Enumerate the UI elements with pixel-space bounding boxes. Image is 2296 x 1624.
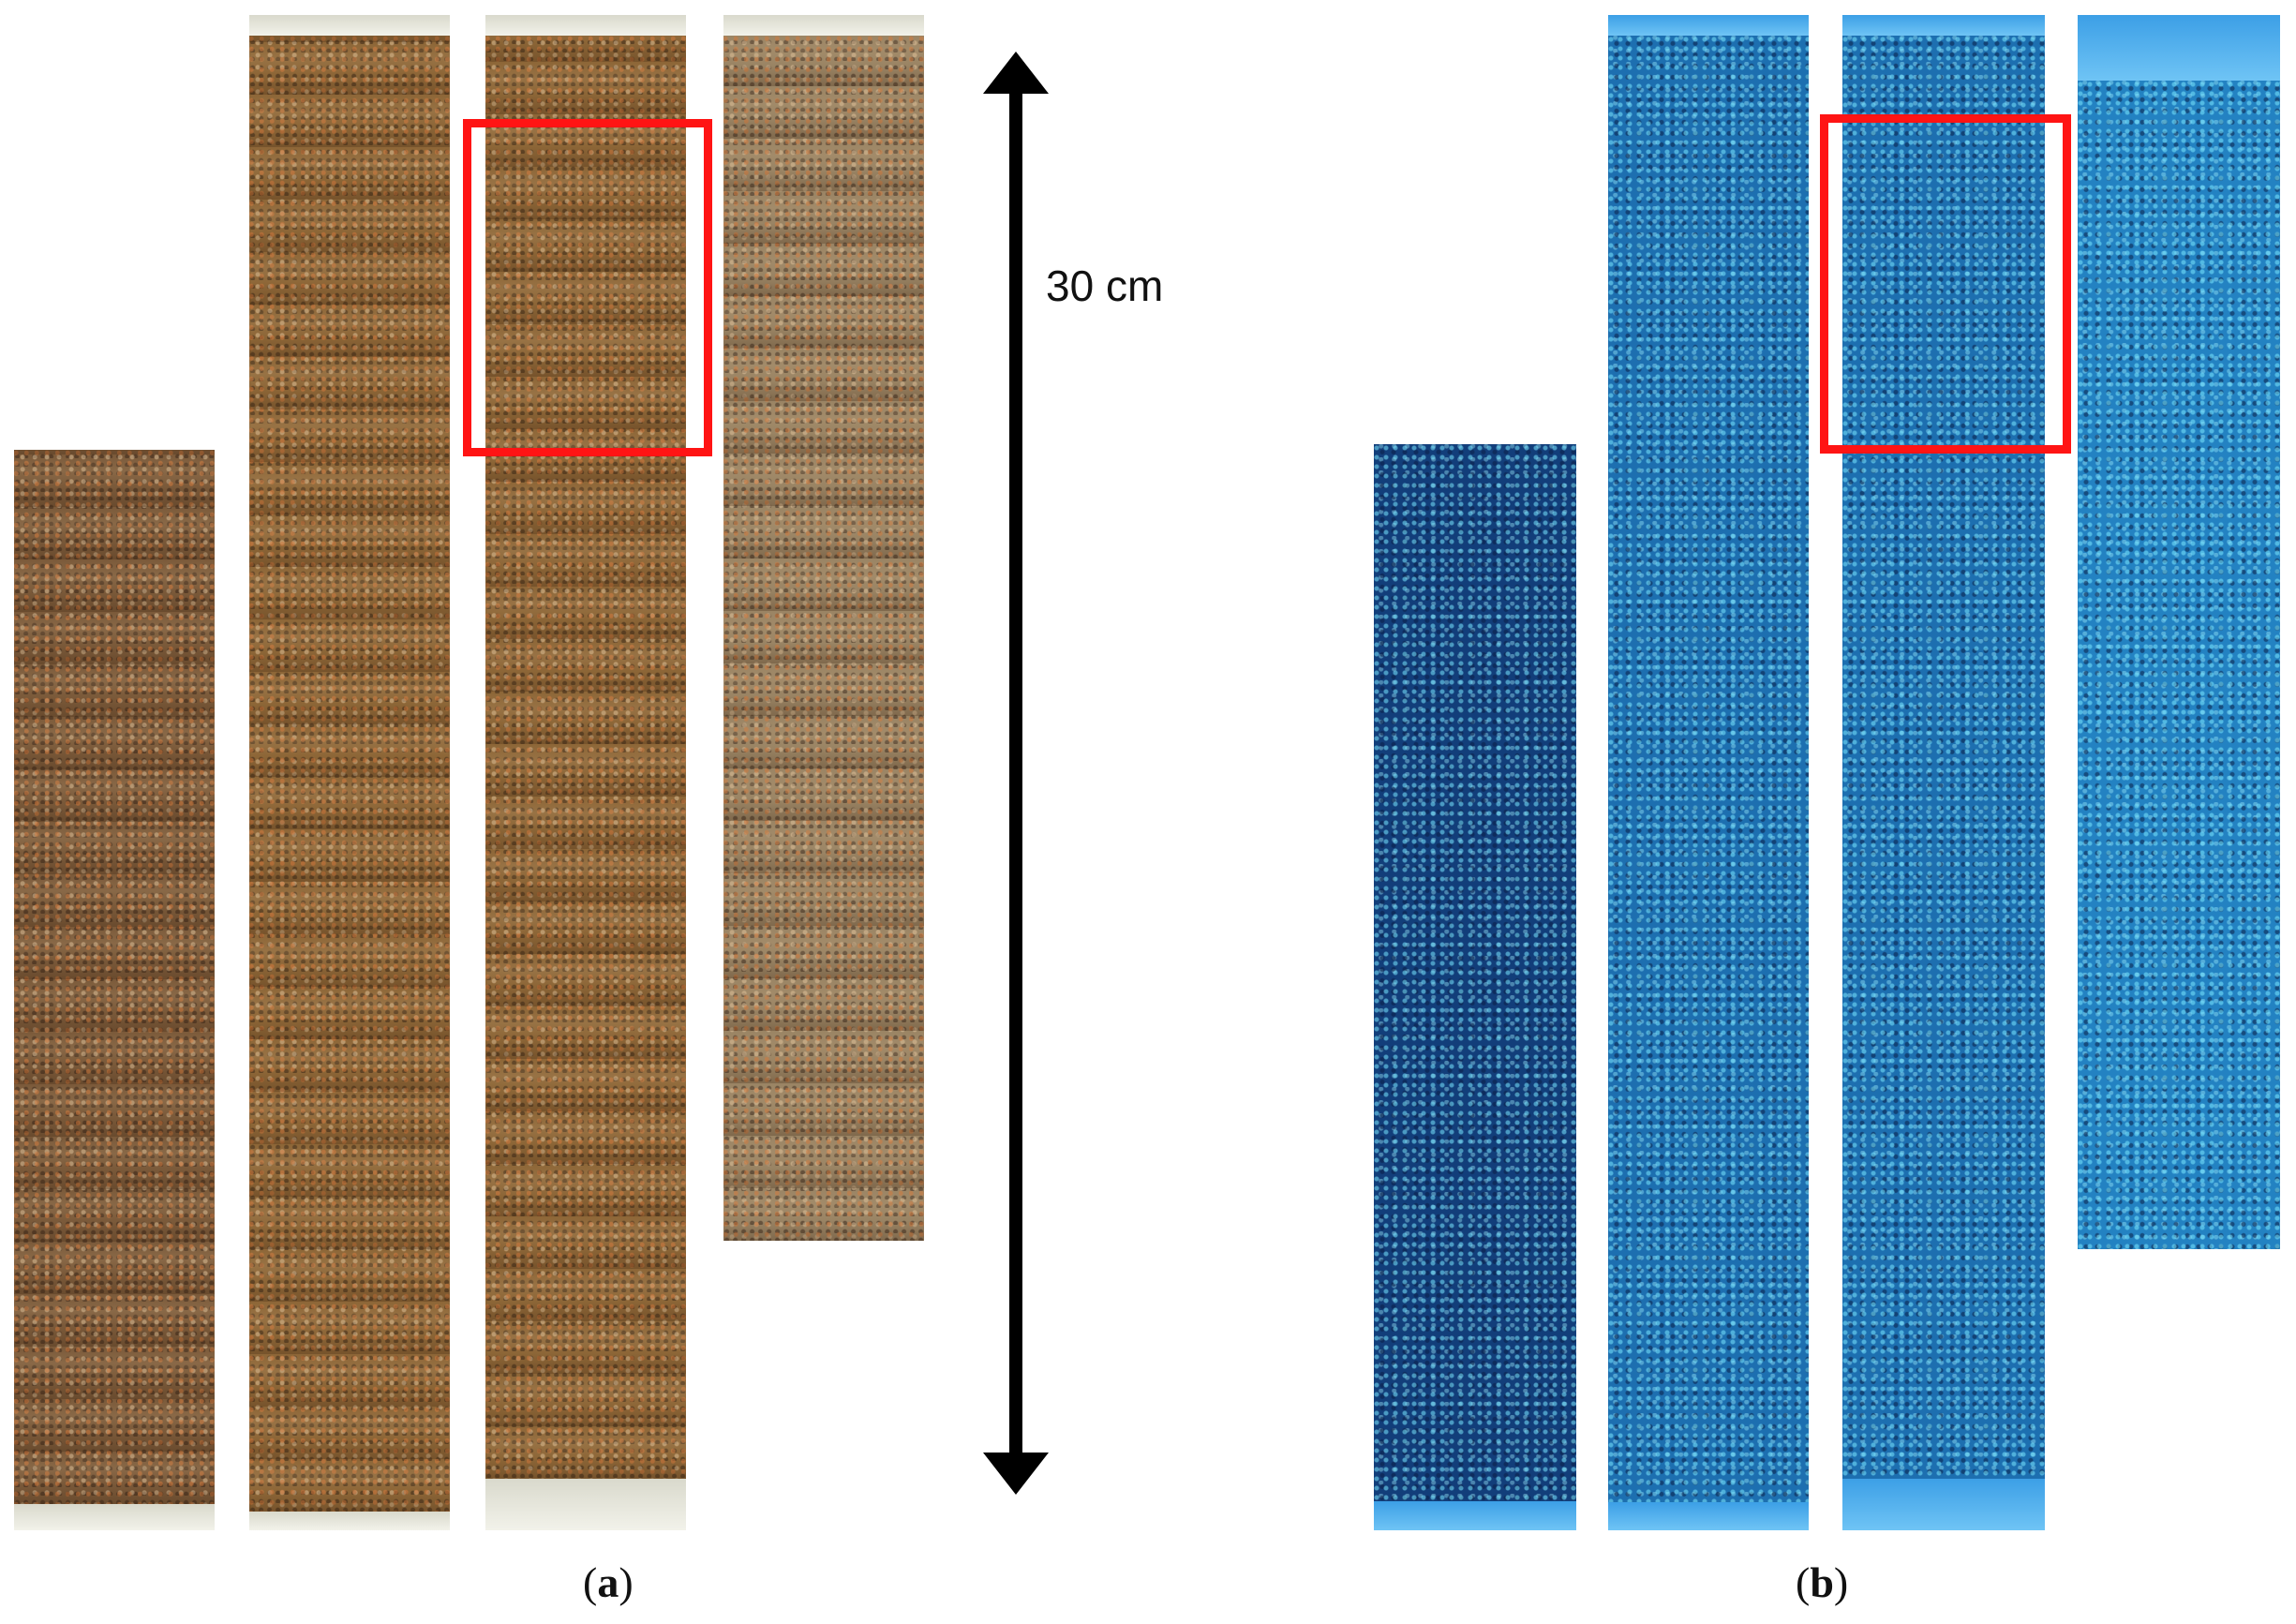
panel-b-label: (b): [1796, 1557, 1848, 1607]
core-b3-cap-top: [1842, 15, 2045, 36]
core-b1: [1374, 444, 1576, 1501]
core-a3-cap-bottom: [485, 1479, 686, 1530]
scale-bar: [983, 52, 1049, 1495]
panel-a-label: (a): [583, 1557, 634, 1607]
scale-bar-top-arrowhead: [983, 52, 1049, 94]
scale-bar-label: 30 cm: [1046, 261, 1164, 310]
scale-bar-bottom-arrowhead: [983, 1453, 1049, 1495]
core-b3: [1842, 36, 2045, 1479]
core-a2-cap-bottom: [249, 1512, 450, 1530]
core-b3-cap-bottom: [1842, 1479, 2045, 1530]
core-a4-cap-top: [723, 15, 924, 36]
core-b2: [1608, 36, 1809, 1502]
core-b4: [2078, 81, 2280, 1249]
panel-a-label-open: (: [583, 1558, 598, 1606]
core-a3: [485, 36, 686, 1479]
panel-a-label-close: ): [619, 1558, 634, 1606]
core-a4: [723, 36, 924, 1241]
core-b2-cap-top: [1608, 15, 1809, 36]
core-a2-cap-top: [249, 15, 450, 36]
core-a3-cap-top: [485, 15, 686, 36]
panel-b-label-open: (: [1796, 1558, 1811, 1606]
core-b2-cap-bottom: [1608, 1502, 1809, 1530]
highlight-box-a: [463, 119, 712, 456]
panel-b-label-letter: b: [1810, 1558, 1834, 1606]
panel-b-label-close: ): [1833, 1558, 1849, 1606]
core-a2: [249, 36, 450, 1512]
core-a1: [14, 450, 215, 1504]
core-a1-cap: [14, 1504, 215, 1530]
core-b4-cap-top: [2078, 15, 2280, 81]
scale-bar-shaft: [1009, 89, 1022, 1457]
core-b1-cap: [1374, 1501, 1576, 1530]
panel-a-label-letter: a: [597, 1558, 619, 1606]
highlight-box-b: [1820, 114, 2071, 454]
